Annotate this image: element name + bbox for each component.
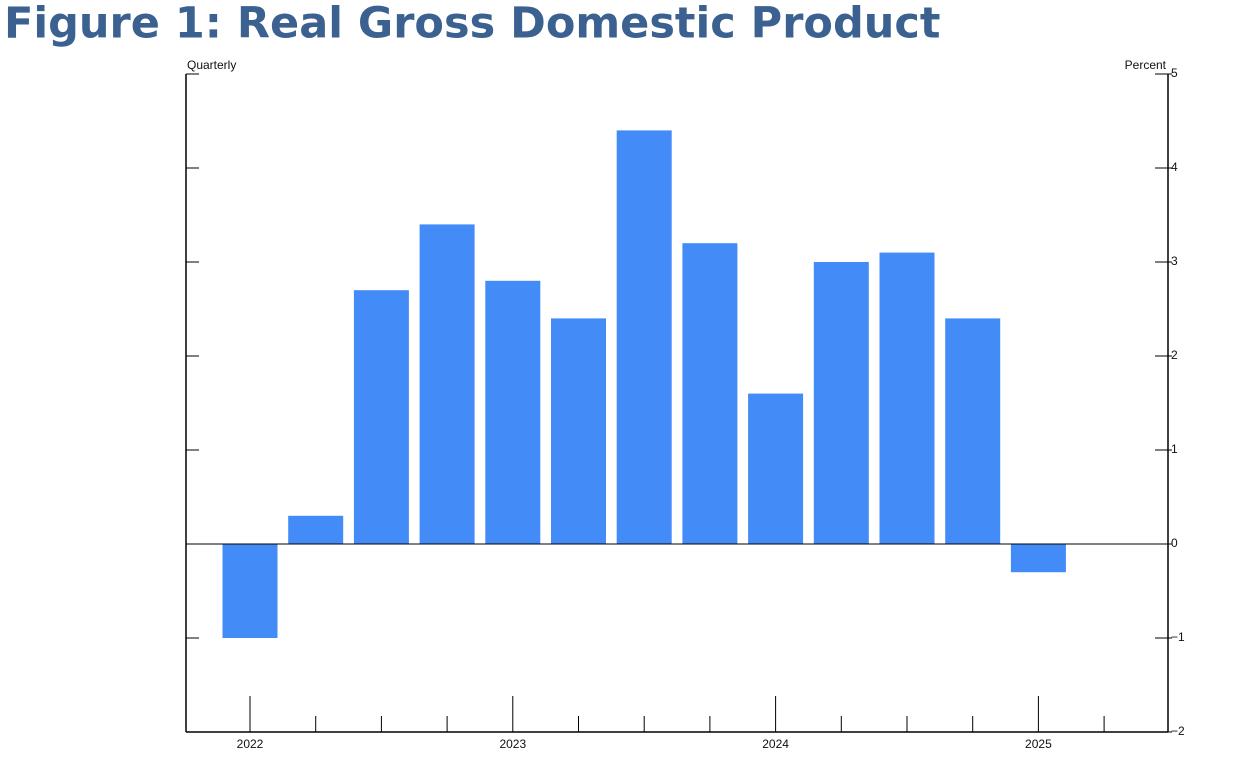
y-tick-label: 5 (1171, 66, 1178, 80)
x-tick-label: 2023 (499, 737, 526, 751)
y-tick-label: 2 (1171, 348, 1178, 362)
x-tick-label: 2025 (1025, 737, 1052, 751)
left-axis-label: Quarterly (187, 58, 236, 72)
y-tick-label: −1 (1171, 630, 1185, 644)
x-tick-label: 2022 (237, 737, 264, 751)
y-tick-label: 4 (1171, 160, 1178, 174)
bar (879, 252, 935, 544)
bar (551, 318, 606, 544)
y-tick-label: 0 (1171, 536, 1178, 550)
y-tick-label: −2 (1171, 724, 1185, 738)
bar (485, 280, 541, 544)
bar (813, 262, 869, 544)
y-tick-label: 1 (1171, 442, 1178, 456)
bar (945, 318, 1001, 544)
bar (1010, 544, 1066, 573)
x-tick-label: 2024 (762, 737, 789, 751)
bar (288, 515, 344, 544)
bar (748, 393, 804, 544)
bar (419, 224, 475, 544)
bar (616, 130, 672, 544)
bar (682, 243, 738, 544)
chart-title: Figure 1: Real Gross Domestic Product (4, 0, 940, 49)
y-tick-label: 3 (1171, 254, 1178, 268)
bar (222, 544, 278, 638)
bar (353, 290, 409, 544)
right-axis-label: Percent (1125, 58, 1167, 72)
